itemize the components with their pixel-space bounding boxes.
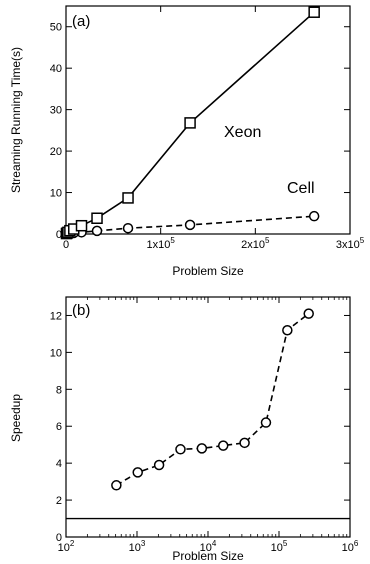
xeon-square-marker <box>91 212 103 224</box>
xeon-square-marker <box>75 219 88 232</box>
x-tick-label: 0 <box>63 239 69 251</box>
x-tick-label: 105 <box>271 539 288 554</box>
cell-circle-marker <box>308 210 320 222</box>
speedup-circle-marker <box>111 480 122 491</box>
cell-circle-marker <box>91 225 103 237</box>
panel-a-series <box>60 6 320 240</box>
panel-a-chart: 0 1x105 2x105 3x105 0 10 20 30 40 50 (a) Xeon Cel… <box>9 5 365 278</box>
xeon-square-marker <box>122 192 134 204</box>
speedup-circle-marker <box>239 437 250 449</box>
x-tick-label: 1x105 <box>147 236 176 251</box>
panel-a-legend-cell: Cell <box>287 180 315 197</box>
panel-b-label: (b) <box>72 302 90 319</box>
panel-a-legend-xeon: Xeon <box>224 124 261 141</box>
panel-b-series <box>66 308 350 520</box>
speedup-series-line <box>115 312 310 486</box>
panel-b-x-axis-label: Problem Size <box>172 549 244 563</box>
panel-a-ticks: 0 1x105 2x105 3x105 0 10 20 30 40 50 <box>50 6 365 251</box>
y-tick-label: 0 <box>56 532 62 544</box>
panel-a-x-axis-label: Problem Size <box>172 264 244 278</box>
speedup-circle-marker <box>260 417 272 428</box>
panel-b-ticks: 102 103 104 105 106 0 2 4 6 8 10 12 <box>50 297 359 554</box>
panel-b-y-axis-label: Speedup <box>9 394 23 442</box>
y-tick-label: 10 <box>50 188 62 200</box>
y-tick-label: 2 <box>56 495 62 507</box>
speedup-circle-marker <box>132 467 143 478</box>
y-tick-label: 10 <box>50 347 62 359</box>
speedup-circle-marker <box>196 443 208 454</box>
speedup-circle-marker <box>217 440 229 451</box>
y-tick-label: 8 <box>56 384 62 396</box>
y-tick-label: 6 <box>56 421 62 433</box>
y-tick-label: 0 <box>56 229 62 241</box>
panel-a-label: (a) <box>72 13 90 30</box>
panel-a-plot-frame <box>65 5 351 235</box>
speedup-circle-marker <box>175 444 186 455</box>
x-tick-label: 3x105 <box>336 236 365 251</box>
panel-a-y-axis-label: Streaming Running Time(s) <box>9 47 23 193</box>
x-tick-label: 106 <box>342 539 359 554</box>
y-tick-label: 30 <box>50 105 62 117</box>
y-tick-label: 20 <box>50 146 62 158</box>
speedup-circle-marker <box>303 308 314 319</box>
cell-circle-marker <box>122 222 134 234</box>
y-tick-label: 12 <box>50 310 62 322</box>
cell-circle-marker <box>184 219 196 231</box>
x-tick-label: 2x105 <box>241 236 270 251</box>
xeon-square-marker <box>184 117 196 129</box>
y-tick-label: 40 <box>50 63 62 75</box>
speedup-circle-marker <box>153 459 165 471</box>
xeon-square-marker <box>308 6 320 18</box>
x-tick-label: 104 <box>200 539 217 554</box>
x-tick-label: 102 <box>58 539 75 554</box>
x-tick-label: 103 <box>129 539 146 554</box>
y-tick-label: 4 <box>56 458 62 470</box>
panel-b-chart: 102 103 104 105 106 0 2 4 6 8 10 12 (b) Problem Siz… <box>9 296 359 563</box>
panel-b-plot-frame <box>65 296 351 538</box>
y-tick-label: 50 <box>50 22 62 34</box>
speedup-circle-marker <box>282 324 293 336</box>
